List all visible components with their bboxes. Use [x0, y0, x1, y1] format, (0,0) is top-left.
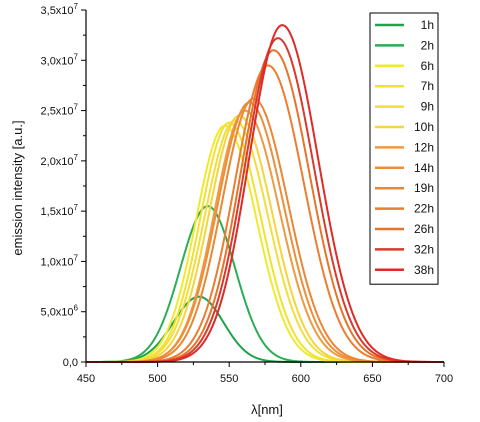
y-tick-label: 2,0x107: [41, 153, 79, 168]
axes-layer: 450 500 550 600 650 700 0,0 5,0x106 1,0x107 1,5x1…: [41, 2, 454, 385]
legend-label: 22h: [414, 202, 434, 216]
y-tick-label: 2,5x107: [41, 103, 79, 118]
x-tick-label: 550: [220, 373, 238, 385]
x-tick-label: 600: [292, 373, 310, 385]
x-axis-label: λ[nm]: [251, 402, 283, 417]
legend: 1h 2h 6h 7h 9h 10h 12h 14h 19h 22h 26h 32h 38h: [369, 12, 439, 285]
y-axis-label: emission intensity [a.u.]: [10, 120, 25, 255]
y-tick-label: 0,0: [63, 357, 78, 369]
y-tick-label: 3,5x107: [41, 2, 79, 17]
legend-label: 12h: [414, 140, 434, 154]
legend-label: 32h: [414, 242, 434, 256]
y-tick-label: 5,0x106: [41, 304, 79, 319]
legend-label: 6h: [421, 59, 434, 73]
x-tick-label: 700: [435, 373, 453, 385]
legend-label: 2h: [421, 38, 434, 52]
x-tick-label: 650: [363, 373, 381, 385]
legend-label: 7h: [421, 79, 434, 93]
y-tick-label: 1,5x107: [41, 203, 79, 218]
legend-label: 14h: [414, 161, 434, 175]
series-line-1h: [85, 295, 444, 363]
legend-label: 26h: [414, 222, 434, 236]
legend-label: 1h: [421, 18, 434, 32]
x-tick-label: 450: [77, 373, 95, 385]
legend-label: 19h: [414, 181, 434, 195]
y-tick-label: 1,0x107: [41, 253, 79, 268]
legend-label: 9h: [421, 100, 434, 114]
legend-label: 38h: [414, 263, 434, 277]
legend-label: 10h: [414, 120, 434, 134]
y-tick-label: 3,0x107: [41, 52, 79, 67]
x-tick-label: 500: [148, 373, 166, 385]
